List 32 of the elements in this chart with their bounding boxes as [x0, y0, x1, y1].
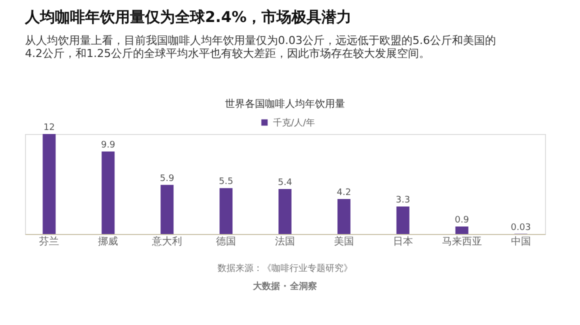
- x-tick-label: 中国: [510, 236, 531, 248]
- x-tick-label: 马来西亚: [442, 236, 482, 248]
- x-tick-label: 意大利: [151, 236, 182, 248]
- bar: [42, 134, 56, 234]
- x-tick-label: 法国: [275, 236, 295, 248]
- text: 世界各国咖啡人均年饮用量: [225, 98, 345, 110]
- data-label: 5.5: [218, 177, 234, 188]
- x-tick-label: 美国: [334, 236, 354, 248]
- data-label: 9.9: [100, 140, 116, 150]
- source-note: 数据来源：《咖啡行业专题研究》: [218, 263, 352, 274]
- bar: [220, 188, 233, 234]
- bar: [102, 152, 115, 234]
- chart-title: 人均咖啡年饮用量仅为全球2.4%，市场极具潜力: [24, 8, 352, 26]
- x-tick-label: 挪威: [98, 236, 118, 248]
- bar: [455, 226, 468, 234]
- data-label: 12: [43, 123, 55, 133]
- data-label: 0.03: [510, 222, 531, 233]
- bar: [396, 206, 410, 234]
- x-tick-label: 日本: [392, 236, 413, 248]
- data-label: 5.9: [160, 174, 175, 184]
- legend-label: 千克/人/年: [273, 118, 316, 128]
- data-label: 3.3: [396, 196, 410, 206]
- text: 大数据 · 全洞察: [253, 281, 317, 292]
- data-label: 4.2: [336, 188, 352, 198]
- bar: [278, 189, 292, 234]
- bar: [337, 199, 350, 234]
- data-label: 0.9: [454, 216, 470, 226]
- bar: [160, 184, 174, 234]
- data-label: 5.4: [278, 178, 292, 188]
- x-tick-label: 芬兰: [39, 236, 60, 248]
- x-tick-label: 德国: [216, 236, 236, 248]
- chart-subtitle: 从人均饮用量上看，目前我国咖啡人均年饮用量仅为0.03公斤，远远低于欧盟的5.6公斤和美国的4.2公斤，和1.25公斤的全球平均水平也有较大差距，因此市场存在较大发展空间。: [25, 34, 496, 60]
